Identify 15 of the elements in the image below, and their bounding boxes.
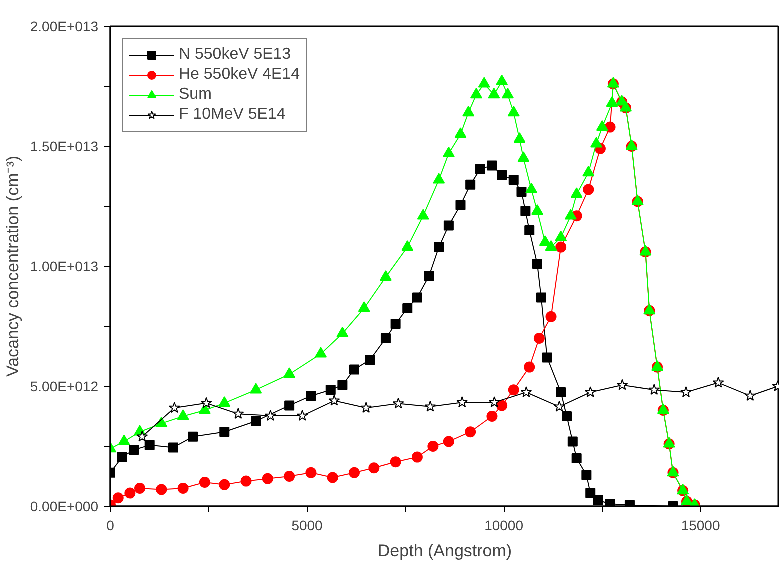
x-tick-label: 0 [106,518,115,534]
y-tick-label: 1.50E+013 [30,138,99,154]
y-axis-title: Vacancy concentration (cm⁻³) [3,156,22,378]
legend-label: N 550keV 5E13 [179,45,292,65]
y-tick-label: 2.00E+013 [30,18,99,34]
y-tick-label: 1.00E+013 [30,258,99,274]
x-tick-label: 15000 [681,518,720,534]
x-tick-label: 5000 [292,518,324,534]
y-tick-label: 5.00E+012 [30,378,99,394]
legend-label: Sum [179,85,212,105]
legend-label: He 550keV 4E14 [179,65,300,85]
x-tick-label: 10000 [484,518,524,534]
legend-label: F 10MeV 5E14 [179,105,286,125]
x-axis-title: Depth (Angstrom) [378,542,512,560]
y-tick-label: 0.00E+000 [30,498,99,514]
